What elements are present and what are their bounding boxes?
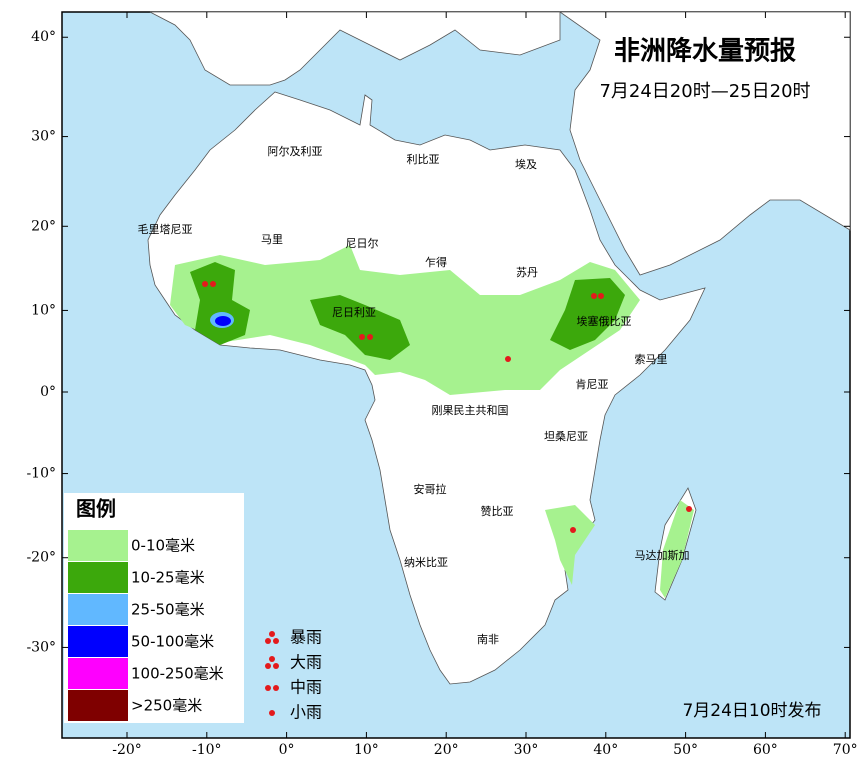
country-label: 赞比亚 [481,505,514,518]
legend-symbol-dot [273,663,279,669]
legend-title: 图例 [76,497,116,521]
lat-tick-label: -20° [26,550,56,566]
legend-symbol-label: 大雨 [290,653,322,672]
map-title: 非洲降水量预报 [614,36,796,67]
country-label: 纳米比亚 [404,556,448,569]
country-label: 马达加斯加 [635,549,690,562]
country-label: 乍得 [425,255,447,269]
legend-label: 50-100毫米 [131,633,214,651]
legend-symbol-dot [269,631,275,637]
country-label: 刚果民主共和国 [432,404,509,417]
lat-tick-label: -30° [26,639,56,655]
legend-symbol-label: 暴雨 [290,628,322,647]
moderate-rain-dot [210,281,216,287]
legend-label: 25-50毫米 [131,601,205,619]
light-rain-dot [505,356,511,362]
lat-tick-label: -10° [26,466,56,482]
rain-10-25 [550,278,625,350]
lat-tick-label: 0° [40,384,56,400]
legend-symbol-dot [265,663,271,669]
europe [149,11,561,86]
country-label: 马里 [261,233,283,246]
country-label: 埃塞俄比亚 [577,314,632,328]
lat-tick-label: 30° [31,129,56,145]
legend-symbol-dot [273,638,279,644]
country-label: 毛里塔尼亚 [138,223,193,236]
moderate-rain-dot [367,334,373,340]
legend-symbol-dot [269,656,275,662]
country-label: 南非 [477,633,499,646]
legend-swatch [68,562,128,593]
moderate-rain-dot [591,293,597,299]
lon-tick-label: -20° [112,742,142,758]
lon-tick-label: 30° [514,742,539,758]
country-label: 阿尔及利亚 [268,145,323,158]
rain-50-100 [215,316,231,326]
country-label: 苏丹 [516,266,538,279]
lat-tick-label: 10° [31,302,56,318]
rain-10-25 [310,295,410,360]
legend-swatch [68,658,128,689]
legend-symbol-dot [265,685,271,691]
country-label: 肯尼亚 [576,378,609,391]
legend: 0-10毫米 10-25毫米 25-50毫米 50-100毫米 100-250毫米 >25… [68,530,322,722]
rain-0-10 [660,500,694,598]
legend-label: 10-25毫米 [131,569,205,587]
legend-swatch [68,690,128,721]
moderate-rain-dot [359,334,365,340]
legend-symbol-dot [273,685,279,691]
light-rain-dot [686,506,692,512]
rain-0-10 [545,505,595,585]
legend-swatch [68,530,128,561]
lon-tick-label: 40° [593,742,618,758]
issue-time: 7月24日10时发布 [682,701,821,721]
lon-tick-label: -10° [192,742,222,758]
rain-0-10 [170,245,640,395]
country-labels: 阿尔及利亚 利比亚 埃及 毛里塔尼亚 马里 尼日尔 乍得 苏丹 尼日利亚 埃塞俄… [138,145,690,646]
lat-tick-label: 20° [31,218,56,234]
moderate-rain-dot [202,281,208,287]
country-label: 尼日尔 [346,237,379,250]
lon-tick-label: 70° [833,742,858,758]
lon-tick-label: 60° [753,742,778,758]
lon-tick-label: 20° [434,742,459,758]
legend-symbol-dot [265,638,271,644]
legend-swatch [68,626,128,657]
lon-tick-label: 0° [279,742,295,758]
light-rain-dot [570,527,576,533]
rain-symbols [202,281,692,533]
legend-symbol-label: 中雨 [290,678,322,697]
lat-tick-label: 40° [31,29,56,45]
country-label: 安哥拉 [414,482,447,496]
moderate-rain-dot [598,293,604,299]
country-label: 利比亚 [407,153,440,166]
country-label: 埃及 [515,157,537,171]
country-label: 坦桑尼亚 [544,429,588,443]
legend-swatch [68,594,128,625]
legend-label: >250毫米 [131,697,202,715]
lon-tick-label: 10° [354,742,379,758]
country-label: 索马里 [635,352,668,366]
middle-east [558,11,851,276]
legend-label: 0-10毫米 [131,537,195,555]
legend-symbol-label: 小雨 [290,703,322,722]
lon-tick-label: 50° [673,742,698,758]
map-subtitle: 7月24日20时—25日20时 [599,81,810,102]
country-label: 尼日利亚 [332,306,376,319]
axis-ticks: 40° 30° 20° 10° 0° -10° -20° -30° -20° -10° 0° 10° 2… [26,12,858,758]
legend-label: 100-250毫米 [131,665,224,683]
legend-symbol-dot [269,710,275,716]
